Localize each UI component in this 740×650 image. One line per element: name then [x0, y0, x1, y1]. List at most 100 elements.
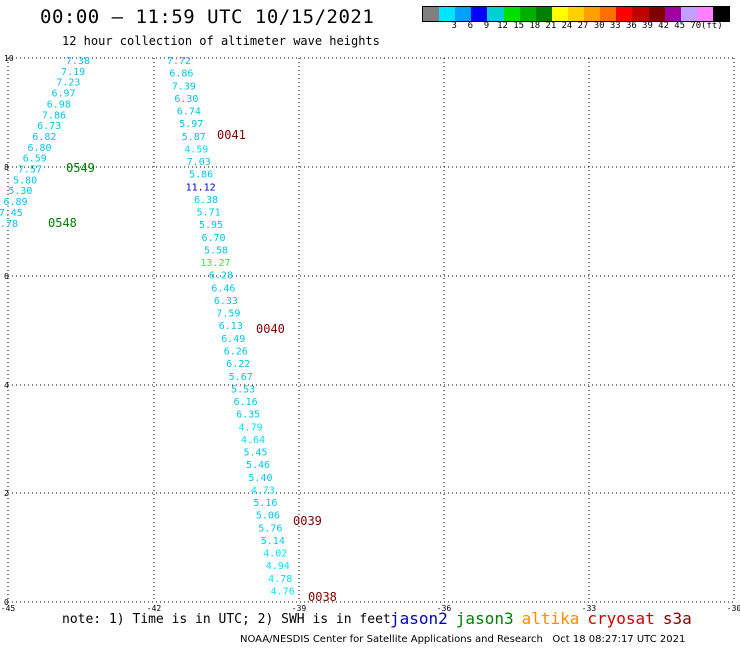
- wave-height-value: 4.59: [184, 144, 208, 155]
- wave-height-value: 5.30: [8, 186, 32, 197]
- map-title: 00:00 – 11:59 UTC 10/15/2021: [40, 6, 375, 28]
- x-tick-label: -39: [292, 604, 307, 613]
- wave-height-value: 11.12: [186, 182, 216, 193]
- pass-time-label: 0548: [48, 216, 77, 230]
- y-tick-label: 4: [4, 381, 9, 390]
- legend-label: 12: [497, 21, 508, 31]
- x-tick-label: -30: [727, 604, 740, 613]
- wave-height-value: 7.57: [18, 165, 42, 176]
- legend-label: 15: [513, 21, 525, 31]
- wave-height-value: 5.86: [189, 170, 213, 181]
- wave-height-value: 4.94: [266, 561, 290, 572]
- note-text: note: 1) Time is in UTC; 2) SWH is in fe…: [62, 612, 391, 627]
- legend-label: 3: [451, 21, 457, 31]
- legend-label: (ft): [701, 21, 723, 31]
- wave-height-value: 6.38: [194, 195, 218, 206]
- wave-height-value: 6.78: [0, 219, 18, 230]
- wave-height-value: 7.23: [56, 78, 80, 89]
- satellite-s3a: s3a: [662, 609, 692, 628]
- wave-height-value: 6.26: [224, 346, 248, 357]
- axis-labels: -45 -42 -39 -36 -33 -30 10 8 6 4 2 0: [1, 54, 740, 613]
- x-tick-label: -33: [582, 604, 597, 613]
- wave-height-value: 6.35: [236, 410, 260, 421]
- legend-swatch: [648, 7, 665, 21]
- satellite-altika: altika: [521, 609, 580, 628]
- pass-time-label: 0549: [66, 161, 95, 175]
- wave-height-value: 6.28: [209, 271, 233, 282]
- wave-height-value: 5.14: [261, 536, 285, 547]
- y-tick-label: 0: [4, 598, 9, 607]
- wave-height-value: 5.87: [182, 132, 206, 143]
- wave-height-value: 7.86: [42, 110, 66, 121]
- y-tick-label: 8: [4, 163, 9, 172]
- legend-label: 9: [483, 21, 490, 31]
- wave-height-value: 6.86: [169, 69, 193, 80]
- legend-swatch: [712, 7, 730, 21]
- pass-time-label: 0039: [293, 514, 322, 528]
- wave-height-value: 4.76: [271, 586, 295, 597]
- wave-height-value: 7.38: [66, 56, 90, 67]
- satellite-cryosat: cryosat: [587, 609, 655, 628]
- legend-label: 27: [577, 21, 589, 31]
- legend-swatch: [696, 7, 713, 21]
- wave-height-value: 5.80: [13, 175, 37, 186]
- map-subtitle: 12 hour collection of altimeter wave hei…: [62, 34, 380, 48]
- wave-height-value: 6.16: [234, 397, 258, 408]
- y-tick-label: 10: [4, 54, 14, 63]
- wave-height-value: 5.58: [204, 245, 228, 256]
- legend-label: 36: [625, 21, 637, 31]
- x-tick-label: -42: [147, 604, 162, 613]
- wave-height-value: 5.53: [231, 384, 255, 395]
- pass-time-label: 0038: [308, 590, 337, 604]
- wave-height-value: 7.72: [167, 56, 191, 67]
- wave-height-value: 6.46: [211, 283, 235, 294]
- legend-swatch: [616, 7, 633, 21]
- wave-height-value: 5.46: [246, 460, 270, 471]
- legend-label: 24: [561, 21, 573, 31]
- legend-swatch: [535, 7, 552, 21]
- color-scale-labels: 3 6 9 12 15 18 21 24 27 30 33 36 39 42 45 70 (ft): [422, 21, 728, 33]
- legend-swatch: [584, 7, 601, 21]
- wave-height-value: 6.74: [177, 107, 201, 118]
- wave-height-value: 6.73: [37, 121, 61, 132]
- wave-height-value: 4.02: [263, 549, 287, 560]
- legend-label: 70: [690, 21, 702, 31]
- color-scale-bar: [422, 6, 730, 22]
- legend-swatch: [680, 7, 697, 21]
- footer-credit: NOAA/NESDIS Center for Satellite Applica…: [240, 634, 686, 645]
- track-left: 7.387.197.236.976.987.866.736.826.806.59…: [0, 56, 90, 230]
- wave-height-value: 6.33: [214, 296, 238, 307]
- wave-height-value: 7.59: [216, 309, 240, 320]
- legend-swatch: [632, 7, 649, 21]
- wave-height-value: 7.45: [0, 208, 23, 219]
- legend-swatch: [551, 7, 568, 21]
- wave-height-value: 13.27: [200, 258, 230, 269]
- legend-swatch: [600, 7, 617, 21]
- pass-labels: 0041 0549 0548 0040 0039 0038: [48, 128, 337, 604]
- legend-label: 42: [658, 21, 669, 31]
- wave-height-value: 7.19: [61, 67, 85, 78]
- wave-height-value: 5.71: [197, 208, 221, 219]
- legend-swatch: [519, 7, 536, 21]
- wave-height-value: 5.40: [248, 473, 272, 484]
- legend-label: 18: [529, 21, 541, 31]
- satellite-legend: jason2 jason3 altika cryosat s3a: [390, 609, 700, 628]
- wave-height-value: 4.78: [268, 574, 292, 585]
- wave-height-value: 6.30: [174, 94, 198, 105]
- grid-lines: [7, 57, 735, 603]
- legend-label: 33: [609, 21, 621, 31]
- legend-label: 21: [545, 21, 557, 31]
- wave-height-value: 6.89: [4, 197, 28, 208]
- wave-height-value: 5.67: [229, 372, 253, 383]
- legend-label: 30: [593, 21, 605, 31]
- y-tick-label: 6: [4, 272, 9, 281]
- wave-height-value: 6.59: [23, 154, 47, 165]
- wave-height-value: 6.49: [221, 334, 245, 345]
- pass-time-label: 0041: [217, 128, 246, 142]
- wave-height-value: 4.64: [241, 435, 265, 446]
- wave-height-value: 5.16: [253, 498, 277, 509]
- wave-height-value: 6.22: [226, 359, 250, 370]
- wave-height-value: 7.39: [172, 81, 196, 92]
- legend-swatch: [471, 7, 488, 21]
- satellite-jason2: jason2: [390, 609, 448, 628]
